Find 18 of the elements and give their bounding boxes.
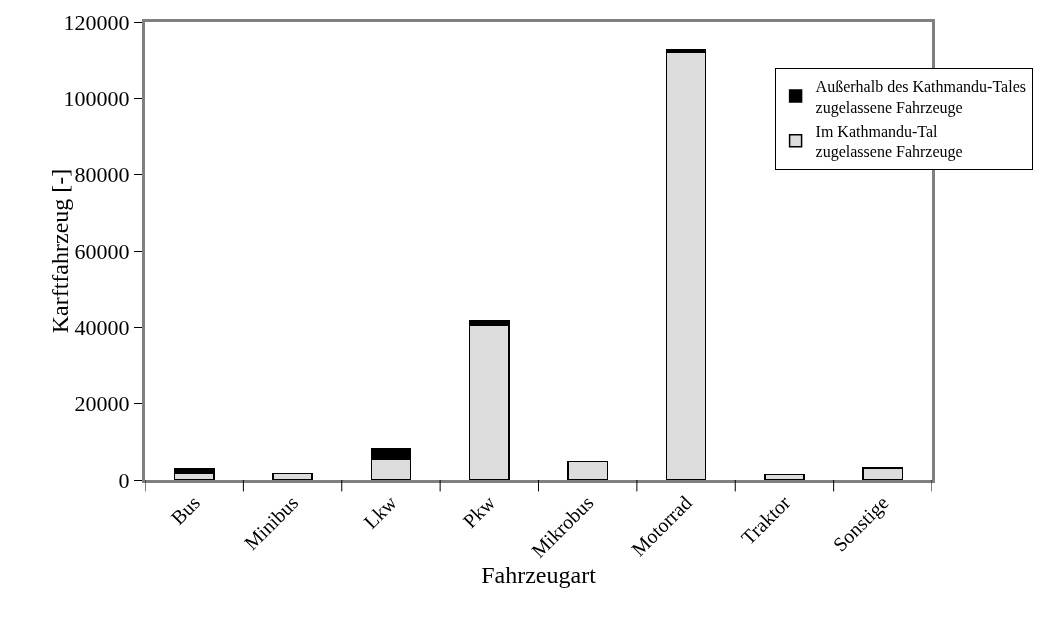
x-tick-label: Pkw: [458, 490, 500, 533]
y-tick-label: 0: [118, 467, 130, 493]
legend-label: Im Kathmandu-Tal zugelassene Fahrzeuge: [815, 122, 963, 162]
y-axis-title: Karftfahrzeug [-]: [46, 168, 73, 334]
y-tick-label: 20000: [74, 391, 130, 417]
y-tick-label: 100000: [63, 86, 130, 112]
y-tick-label: 60000: [74, 238, 130, 264]
x-tick-label: Lkw: [359, 490, 402, 533]
legend-label: Außerhalb des Kathmandu-Tales zugelassene Fahrzeuge: [815, 77, 1026, 117]
bar: [567, 460, 609, 480]
x-axis-title: Fahrzeugart: [481, 562, 597, 589]
y-tick-label: 120000: [63, 9, 130, 35]
x-tick-label: Bus: [166, 491, 205, 529]
bar: [665, 51, 707, 480]
y-tick-label: 80000: [74, 162, 130, 188]
bar: [468, 324, 510, 480]
bar: [862, 467, 904, 480]
y-tick-label: 40000: [74, 315, 130, 341]
